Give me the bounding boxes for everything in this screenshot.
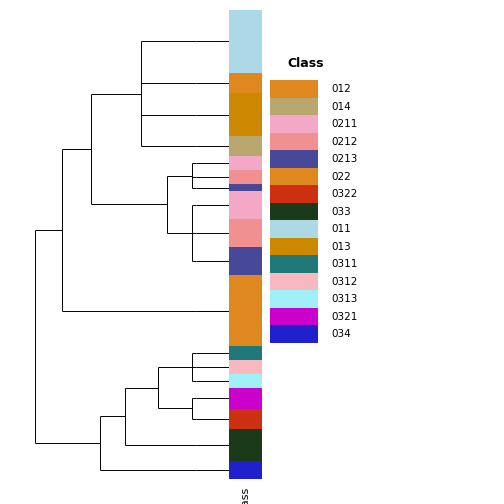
Text: 0213: 0213 bbox=[332, 154, 358, 164]
Text: 0211: 0211 bbox=[332, 119, 358, 130]
Text: Class: Class bbox=[287, 57, 324, 70]
Text: 0321: 0321 bbox=[332, 311, 358, 322]
Text: 0312: 0312 bbox=[332, 277, 358, 287]
Bar bbox=[270, 150, 319, 168]
Text: 0322: 0322 bbox=[332, 189, 358, 199]
Text: 022: 022 bbox=[332, 172, 351, 182]
Bar bbox=[270, 307, 319, 326]
Text: 0311: 0311 bbox=[332, 259, 358, 269]
Text: 033: 033 bbox=[332, 207, 351, 217]
Bar bbox=[270, 255, 319, 273]
Bar bbox=[270, 325, 319, 343]
Bar bbox=[270, 98, 319, 116]
Text: 0313: 0313 bbox=[332, 294, 358, 304]
Bar bbox=[270, 133, 319, 151]
Bar bbox=[270, 238, 319, 256]
Text: 034: 034 bbox=[332, 329, 351, 339]
Bar bbox=[270, 81, 319, 98]
Text: 011: 011 bbox=[332, 224, 351, 234]
Bar bbox=[270, 290, 319, 308]
Text: 012: 012 bbox=[332, 84, 351, 94]
Bar bbox=[270, 220, 319, 238]
Bar bbox=[270, 168, 319, 185]
Bar bbox=[270, 203, 319, 221]
Text: 0212: 0212 bbox=[332, 137, 358, 147]
Text: 013: 013 bbox=[332, 241, 351, 251]
Text: 014: 014 bbox=[332, 102, 351, 112]
Bar bbox=[270, 273, 319, 290]
Bar bbox=[270, 115, 319, 133]
Bar bbox=[270, 185, 319, 203]
